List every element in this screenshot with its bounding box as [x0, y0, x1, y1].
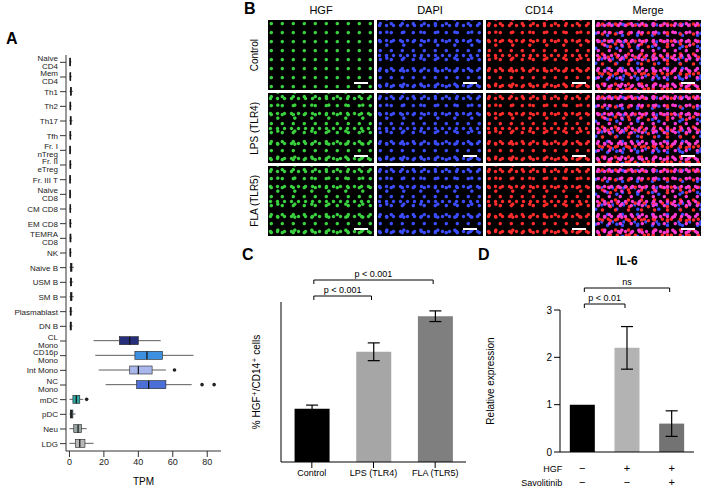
svg-text:2: 2 — [546, 352, 552, 363]
svg-text:0: 0 — [67, 457, 72, 467]
svg-text:SM B: SM B — [38, 293, 58, 302]
svg-text:p < 0.001: p < 0.001 — [355, 269, 393, 279]
html-text:HGF: HGF — [309, 4, 333, 16]
svg-text:Neu: Neu — [43, 425, 58, 434]
svg-text:LDG: LDG — [42, 440, 58, 449]
svg-text:HGF: HGF — [543, 464, 563, 474]
html-text:IL-6: IL-6 — [616, 254, 638, 268]
svg-text:ns: ns — [622, 277, 632, 287]
html-text:Mono: Mono — [38, 340, 58, 350]
svg-text:Control: Control — [297, 468, 326, 478]
html-text:Control: Control — [248, 38, 260, 72]
html-text:A: A — [6, 30, 18, 47]
svg-text:CD16pMono: CD16pMono — [33, 348, 58, 365]
svg-text:Naive B: Naive B — [30, 264, 58, 273]
svg-text:Th2: Th2 — [44, 102, 58, 111]
html-text:FLA (TLR5): FLA (TLR5) — [248, 175, 260, 227]
svg-text:−: − — [579, 462, 585, 474]
svg-text:Th17: Th17 — [40, 117, 59, 126]
svg-text:TPM: TPM — [133, 476, 154, 487]
svg-text:20: 20 — [99, 457, 109, 467]
svg-text:NCMono: NCMono — [38, 377, 59, 394]
svg-text:TEMRACD8: TEMRACD8 — [30, 230, 59, 247]
svg-text:Fr. IIeTreg: Fr. IIeTreg — [37, 157, 58, 174]
svg-text:60: 60 — [168, 457, 178, 467]
svg-text:mDC: mDC — [40, 396, 58, 405]
html-text:Fr. I: Fr. I — [44, 142, 58, 152]
svg-text:pDC: pDC — [42, 410, 58, 419]
svg-text:NK: NK — [47, 249, 59, 258]
svg-text:p < 0.001: p < 0.001 — [324, 285, 362, 295]
html-text:Merge: Merge — [632, 4, 664, 16]
html-text:CD4: CD4 — [42, 62, 58, 72]
svg-text:NaiveCD8: NaiveCD8 — [38, 186, 59, 203]
svg-text:DN B: DN B — [39, 322, 58, 331]
svg-text:p < 0.01: p < 0.01 — [588, 293, 621, 303]
html-text:DAPI: DAPI — [417, 4, 443, 16]
svg-text:FLA (TLR5): FLA (TLR5) — [412, 468, 459, 478]
svg-text:+: + — [668, 476, 674, 488]
svg-text:+: + — [624, 462, 630, 474]
html-text:C: C — [242, 246, 254, 263]
svg-text:Savolitinib: Savolitinib — [521, 478, 562, 488]
html-text:Naive: Naive — [37, 54, 58, 64]
html-text:LPS (TLR4): LPS (TLR4) — [248, 101, 260, 155]
svg-text:% HGF⁺/CD14⁺ cells: % HGF⁺/CD14⁺ cells — [251, 335, 262, 429]
svg-text:Th1: Th1 — [44, 88, 58, 97]
svg-text:Fr. III T: Fr. III T — [33, 176, 58, 185]
svg-text:3: 3 — [546, 305, 552, 316]
svg-text:0: 0 — [546, 447, 552, 458]
svg-text:Plasmablast: Plasmablast — [14, 308, 58, 317]
svg-text:1: 1 — [546, 399, 552, 410]
svg-text:Tfh: Tfh — [46, 132, 58, 141]
svg-text:LPS (TLR4): LPS (TLR4) — [350, 468, 398, 478]
html-text:B: B — [244, 0, 256, 17]
svg-text:USM B: USM B — [33, 278, 58, 287]
svg-text:−: − — [579, 476, 585, 488]
html-text:D: D — [478, 246, 490, 263]
html-text:CL: CL — [47, 332, 58, 342]
svg-text:−: − — [624, 476, 630, 488]
svg-text:EM CD8: EM CD8 — [28, 220, 59, 229]
svg-text:40: 40 — [133, 457, 143, 467]
html-text:nTreg: nTreg — [37, 150, 58, 160]
svg-text:Int Mono: Int Mono — [27, 366, 59, 375]
html-text:CD14: CD14 — [524, 4, 554, 16]
svg-text:CM CD8: CM CD8 — [27, 205, 58, 214]
svg-text:80: 80 — [202, 457, 212, 467]
svg-text:+: + — [668, 462, 674, 474]
svg-text:MemCD4: MemCD4 — [40, 69, 58, 86]
svg-text:Relative expression: Relative expression — [485, 337, 496, 424]
